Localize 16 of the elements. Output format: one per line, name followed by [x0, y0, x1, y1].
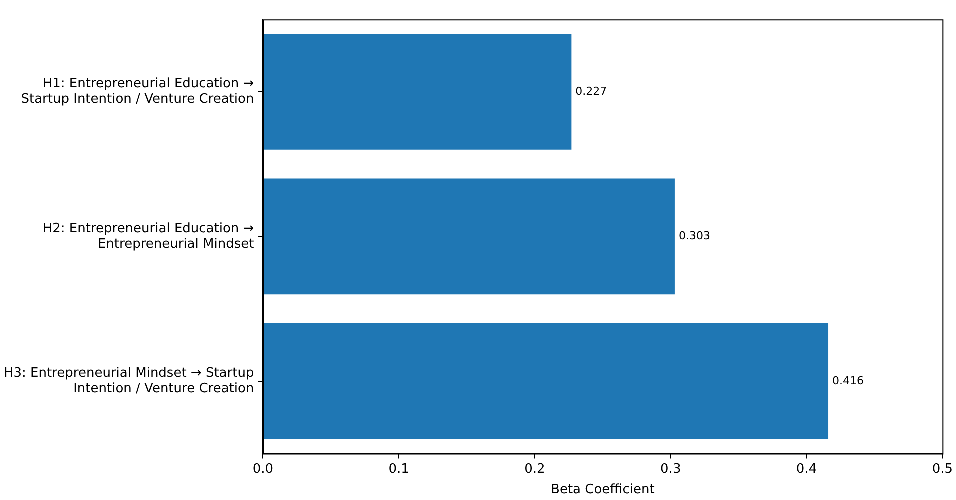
- y-tick-label: H1: Entrepreneurial Education → Startup Intention / Venture Creation: [21, 76, 254, 108]
- x-tick-label: 0.1: [388, 462, 410, 477]
- x-tick-label: 0.4: [796, 462, 818, 477]
- x-axis-title: Beta Coefficient: [551, 482, 655, 498]
- data-label: 0.416: [832, 374, 864, 388]
- x-tick-label: 0.5: [932, 462, 954, 477]
- bar: [264, 34, 572, 150]
- x-tick-label: 0.2: [524, 462, 546, 477]
- bar: [264, 178, 675, 295]
- bar: [264, 324, 829, 440]
- x-tick-label: 0.3: [660, 462, 682, 477]
- x-tick-label: 0.0: [252, 462, 274, 477]
- y-tick-label: H2: Entrepreneurial Education → Entrepreneurial Mindset: [42, 221, 254, 252]
- data-label: 0.227: [576, 84, 608, 98]
- y-tick-label: H3: Entrepreneurial Mindset → Startup Intention / Venture Creation: [4, 366, 254, 397]
- data-label: 0.303: [678, 230, 710, 243]
